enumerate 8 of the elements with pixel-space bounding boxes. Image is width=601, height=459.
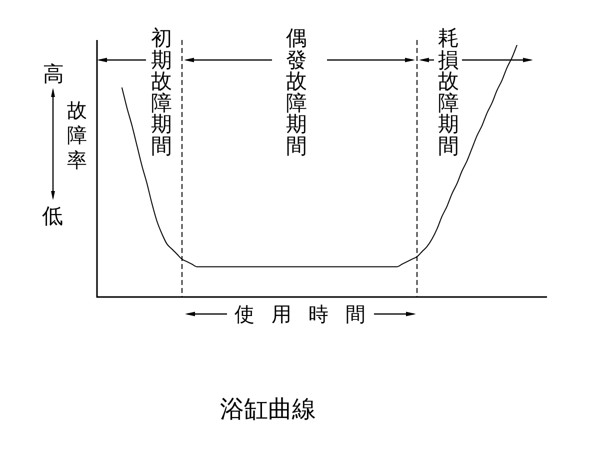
text: 低 <box>42 204 63 228</box>
text: 高 <box>43 62 64 86</box>
annotation: 偶發故障期間 <box>286 26 307 158</box>
y-axis-title: 故障率 <box>67 98 87 173</box>
text: 浴缸曲線 <box>220 395 316 423</box>
annotation: 耗損故障期間 <box>438 26 459 158</box>
annotation: 初期故障期間 <box>151 26 172 158</box>
x-axis-title: 使用時間 <box>234 302 382 326</box>
